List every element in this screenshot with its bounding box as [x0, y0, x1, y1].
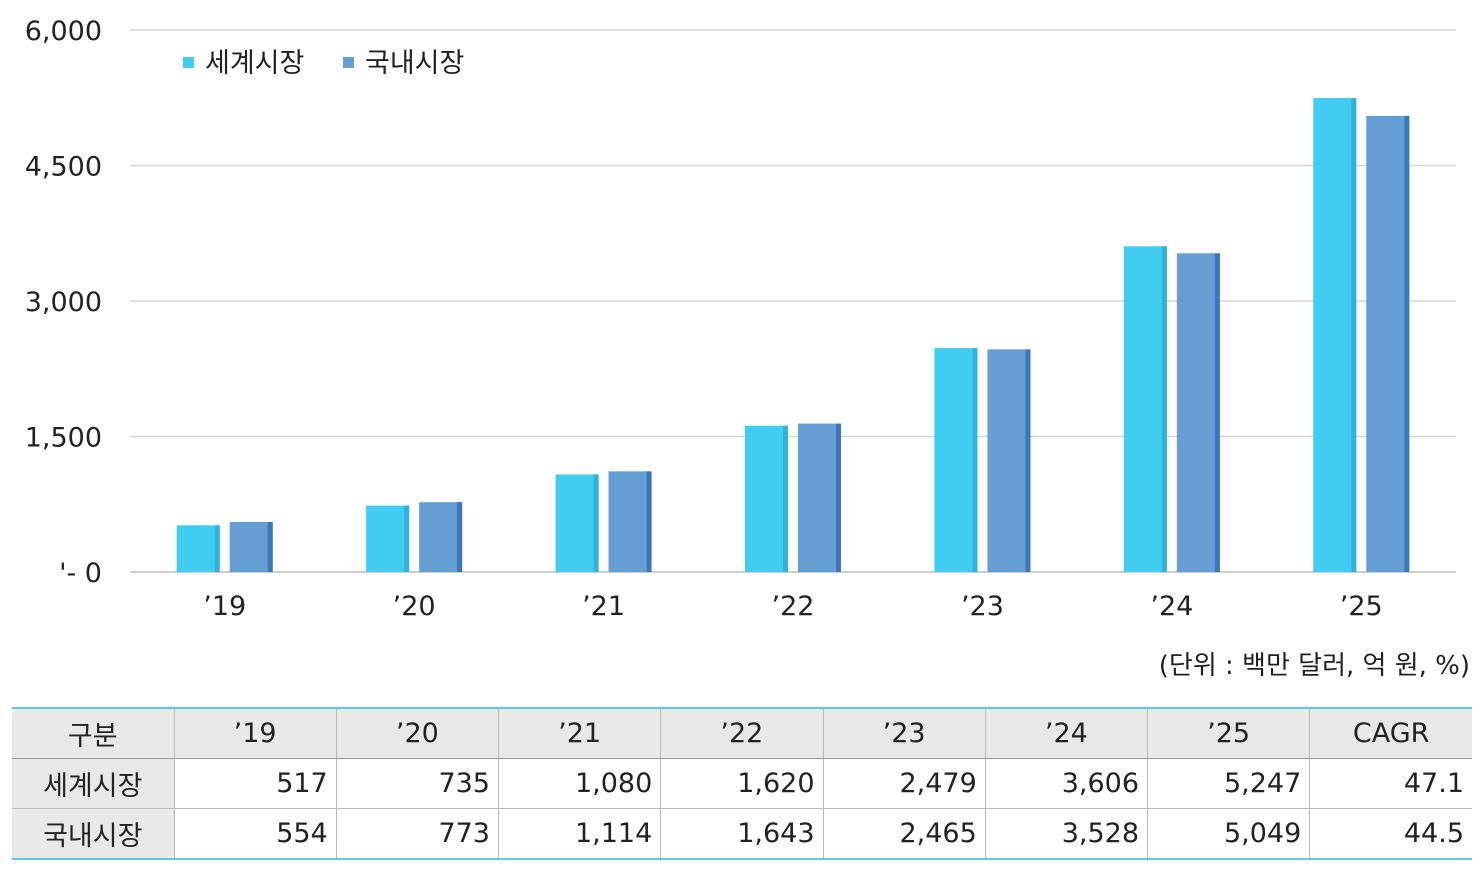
table-header-cell: ’19 — [174, 707, 337, 759]
bars — [176, 98, 1410, 573]
legend-swatch — [183, 57, 194, 68]
bar-domestic — [1366, 115, 1410, 573]
bar-global — [1313, 98, 1357, 572]
table-cell: 5,049 — [1147, 808, 1311, 860]
table-cell: 517 — [174, 758, 337, 809]
legend-label: 국내시장 — [365, 48, 464, 79]
legend: 세계시장 국내시장 — [183, 48, 464, 79]
bar-global — [1123, 246, 1167, 572]
x-tick-label: ’19 — [203, 591, 246, 622]
table-header-cell: 구분 — [12, 707, 175, 759]
y-tick-label: 4,500 — [25, 152, 102, 183]
bar-side-shade — [783, 425, 788, 572]
table-cell: 44.5 — [1309, 808, 1472, 860]
bar-side-shade — [214, 525, 220, 572]
y-tick-label: 1,500 — [25, 423, 102, 454]
bar-chart: '- 0 1,500 3,000 4,500 6,000 ’19 ’20 ’21 ’22 ’23… — [25, 16, 1456, 622]
bar-domestic — [608, 471, 652, 572]
table-header-cell: ’25 — [1147, 707, 1311, 759]
table-row-label: 세계시장 — [12, 758, 175, 809]
bar-side-shade — [646, 471, 652, 572]
bar-side-shade — [1404, 115, 1410, 573]
table-row: 국내시장 554 773 1,114 1,643 2,465 3,528 5,0… — [12, 808, 1472, 860]
table-header-cell: ’24 — [985, 707, 1149, 759]
table-cell: 2,479 — [823, 758, 986, 809]
bar-domestic — [798, 423, 841, 572]
table-row-label: 국내시장 — [12, 808, 175, 860]
table-cell: 3,528 — [985, 808, 1149, 860]
bar-side-shade — [1161, 246, 1167, 572]
table-header-cell: ’23 — [823, 707, 986, 759]
table-header-cell: CAGR — [1309, 707, 1472, 759]
table-row: 세계시장 517 735 1,080 1,620 2,479 3,606 5,2… — [12, 758, 1472, 809]
table-cell: 3,606 — [985, 758, 1149, 809]
table-cell: 2,465 — [823, 808, 986, 860]
data-table: 구분 ’19 ’20 ’21 ’22 ’23 ’24 ’25 CAGR 세계시장… — [12, 707, 1472, 860]
table-cell: 1,643 — [660, 808, 824, 860]
bar-global — [934, 348, 978, 572]
bar-side-shade — [836, 423, 841, 572]
y-tick-label: 6,000 — [25, 16, 102, 47]
bar-side-shade — [972, 348, 978, 572]
bar-side-shade — [404, 505, 410, 572]
unit-note: (단위 : 백만 달러, 억 원, %) — [1158, 651, 1470, 681]
table-header-cell: ’22 — [660, 707, 824, 759]
bar-global — [366, 505, 410, 572]
bar-side-shade — [267, 521, 273, 572]
y-axis-ticks: '- 0 1,500 3,000 4,500 6,000 — [25, 16, 102, 589]
bar-global — [745, 425, 788, 572]
x-axis-ticks: ’19 ’20 ’21 ’22 ’23 ’24 ’25 — [203, 591, 1383, 622]
bar-domestic — [1176, 253, 1220, 572]
bar-side-shade — [593, 474, 599, 572]
table-cell: 5,247 — [1147, 758, 1311, 809]
x-tick-label: ’22 — [772, 591, 815, 622]
table-header-cell: ’20 — [336, 707, 500, 759]
bar-side-shade — [1351, 98, 1357, 572]
table-header-cell: ’21 — [498, 707, 662, 759]
table-cell: 773 — [336, 808, 500, 860]
x-tick-label: ’21 — [582, 591, 625, 622]
x-tick-label: ’24 — [1150, 591, 1193, 622]
table-cell: 554 — [174, 808, 337, 860]
table-cell: 735 — [336, 758, 500, 809]
bar-global — [176, 525, 220, 572]
x-tick-label: ’20 — [393, 591, 436, 622]
table-cell: 1,080 — [498, 758, 662, 809]
y-tick-label: 3,000 — [25, 287, 102, 318]
table-cell: 1,114 — [498, 808, 662, 860]
legend-swatch — [343, 57, 354, 68]
y-tick-label: '- 0 — [59, 558, 102, 589]
x-tick-label: ’25 — [1340, 591, 1383, 622]
table-cell: 47.1 — [1309, 758, 1472, 809]
bar-side-shade — [1025, 349, 1031, 572]
table-cell: 1,620 — [660, 758, 824, 809]
table-header-row: 구분 ’19 ’20 ’21 ’22 ’23 ’24 ’25 CAGR — [12, 707, 1472, 759]
bar-domestic — [419, 502, 463, 572]
legend-label: 세계시장 — [205, 48, 304, 79]
bar-side-shade — [1214, 253, 1220, 572]
bar-global — [555, 474, 599, 572]
bar-side-shade — [457, 502, 463, 572]
x-tick-label: ’23 — [961, 591, 1004, 622]
bar-domestic — [987, 349, 1031, 572]
bar-domestic — [229, 521, 273, 572]
gridlines — [130, 29, 1456, 573]
